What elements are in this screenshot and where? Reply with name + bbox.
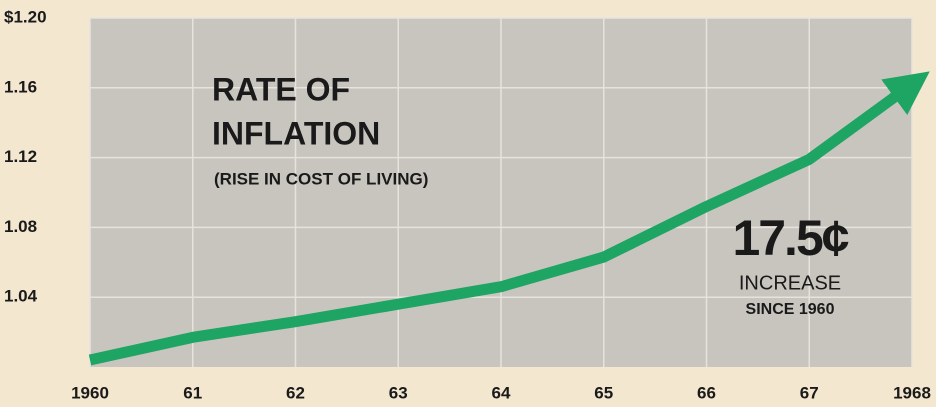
- annotation: INCREASE: [739, 272, 841, 294]
- annotation: SINCE 1960: [746, 301, 835, 318]
- y-tick-label: $1.20: [4, 7, 47, 26]
- annotation: 17.5¢: [732, 210, 848, 266]
- x-tick-label: 1960: [71, 383, 109, 402]
- y-tick-label: 1.04: [4, 287, 38, 306]
- y-tick-label: 1.16: [4, 77, 37, 96]
- x-tick-label: 64: [492, 383, 511, 402]
- title-line: INFLATION: [212, 115, 380, 151]
- title-line: RATE OF: [212, 71, 350, 107]
- subtitle: (RISE IN COST OF LIVING): [214, 169, 428, 188]
- x-tick-label: 67: [800, 383, 819, 402]
- x-tick-label: 66: [697, 383, 716, 402]
- x-tick-label: 63: [389, 383, 408, 402]
- x-tick-label: 1968: [893, 383, 931, 402]
- y-tick-label: 1.08: [4, 217, 37, 236]
- x-tick-label: 62: [286, 383, 305, 402]
- page: {"chart_data": {"type": "line", "title":…: [0, 0, 936, 407]
- chart: RATE OF INFLATION (RISE IN COST OF LIVIN…: [0, 0, 936, 407]
- x-tick-label: 61: [183, 383, 202, 402]
- y-tick-label: 1.12: [4, 147, 37, 166]
- x-tick-label: 65: [594, 383, 613, 402]
